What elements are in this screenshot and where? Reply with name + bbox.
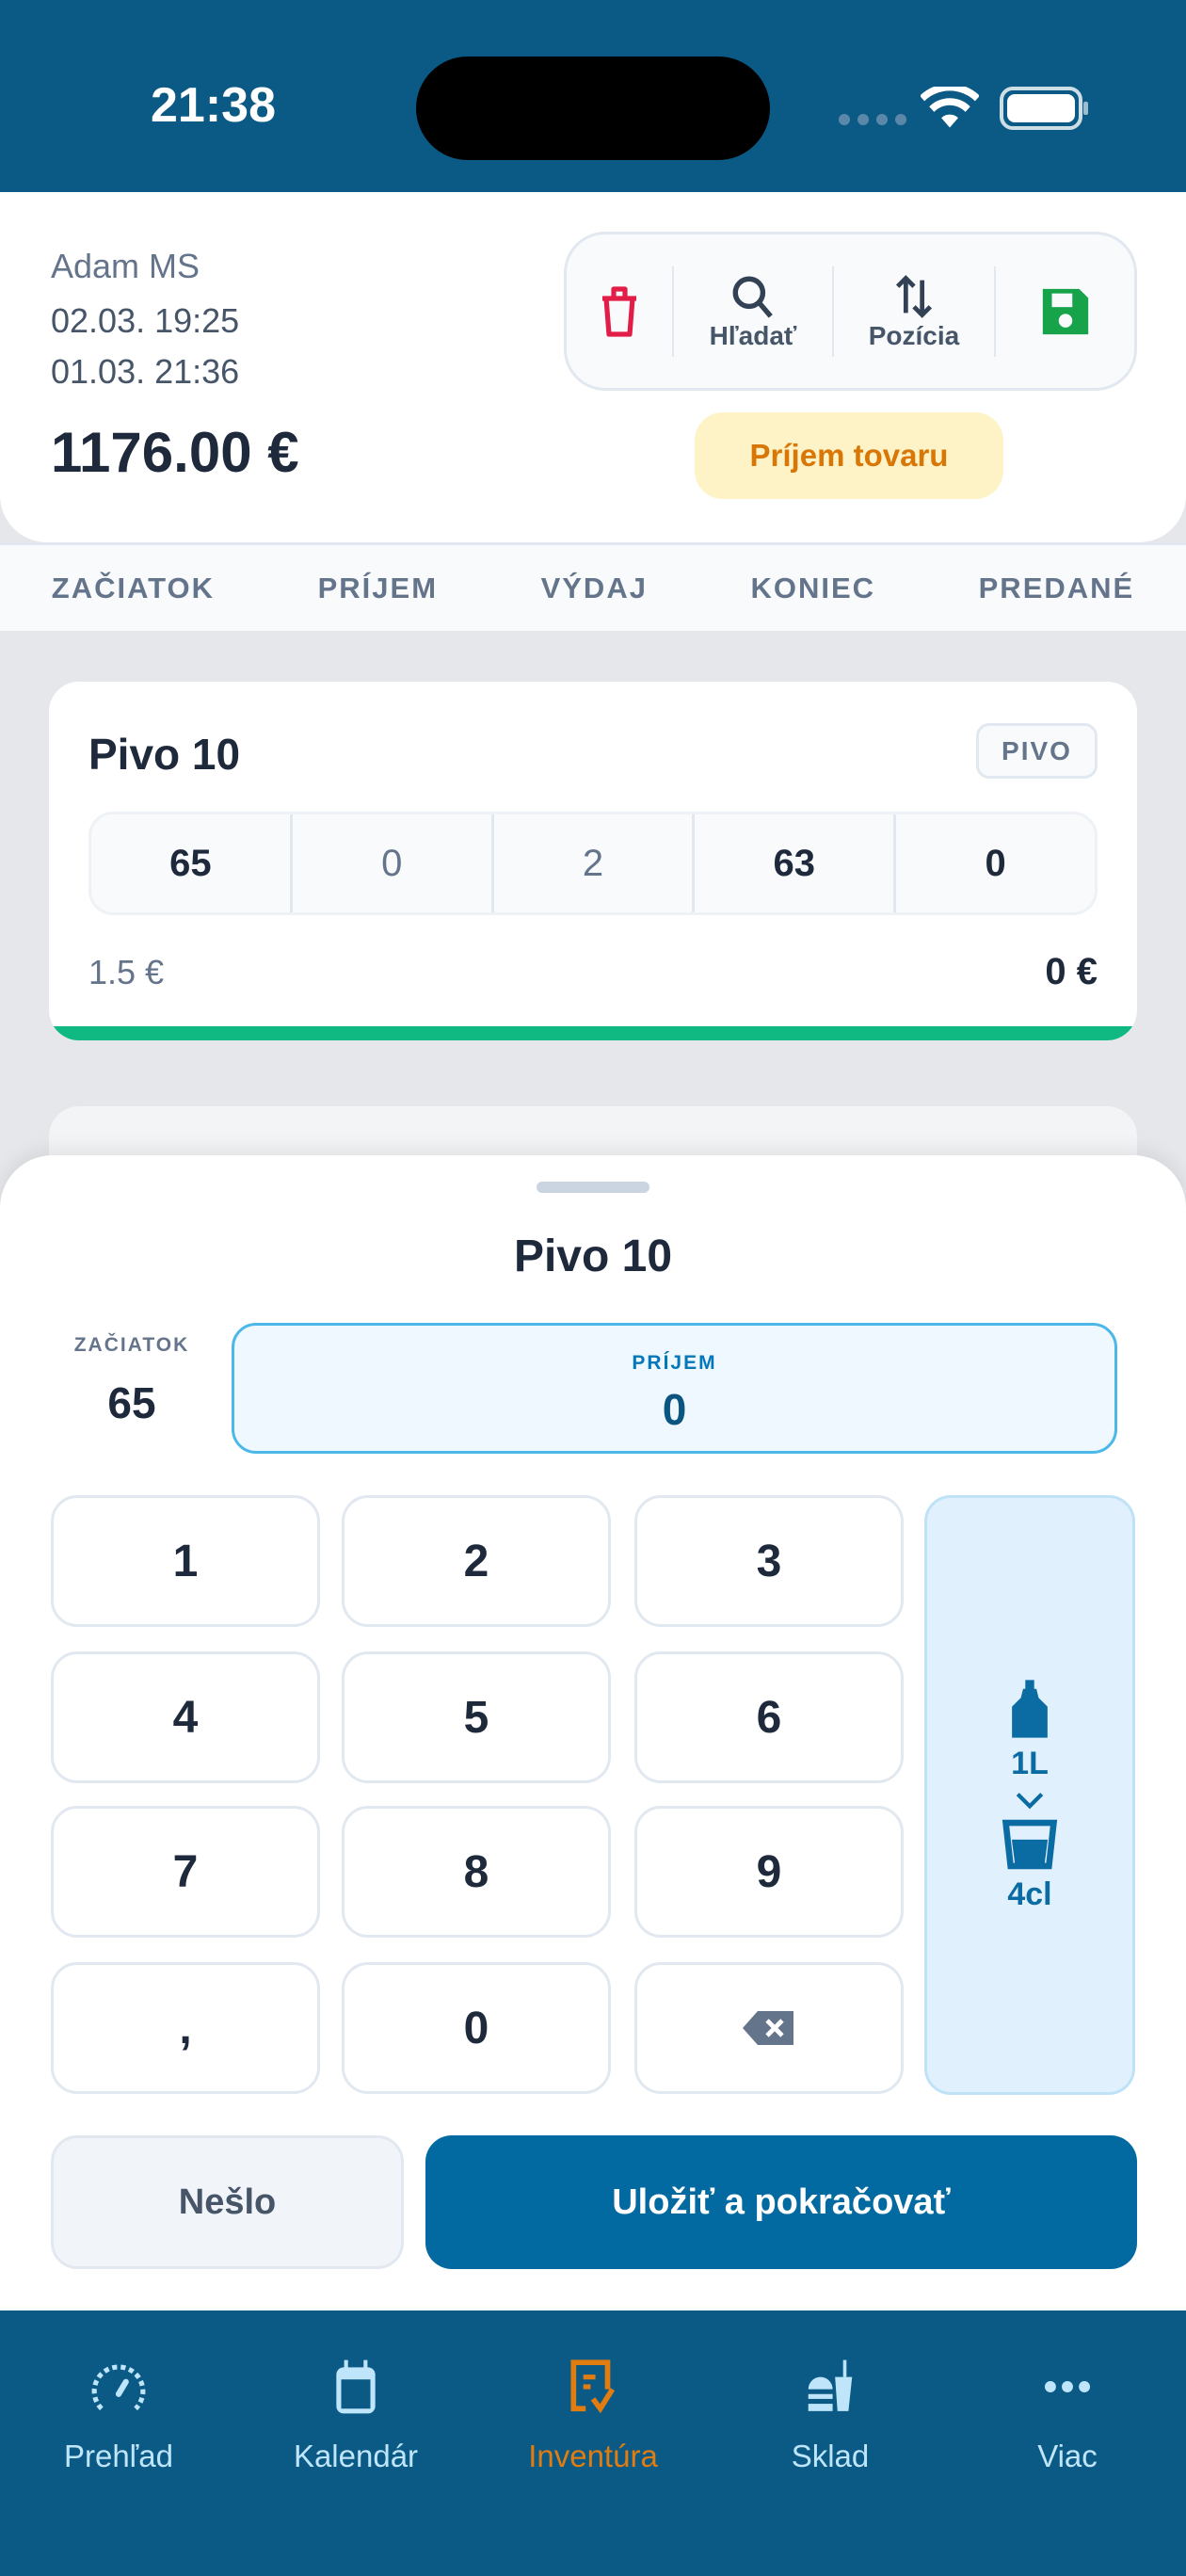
glass-icon [1002, 1819, 1058, 1869]
unit-from: 1L [1011, 1745, 1049, 1781]
sort-arrows-icon [895, 274, 933, 318]
value-issue[interactable]: 2 [494, 814, 696, 912]
nav-label: Prehľad [63, 2439, 174, 2473]
key-7[interactable]: 7 [51, 1806, 320, 1938]
dynamic-island [416, 56, 770, 160]
start-value: 65 [107, 1378, 156, 1427]
position-label: Pozícia [868, 320, 960, 350]
key-8[interactable]: 8 [342, 1806, 611, 1938]
key-6[interactable]: 6 [634, 1651, 904, 1783]
search-label: Hľadať [709, 320, 797, 350]
start-date: 01.03. 21:36 [51, 352, 240, 391]
key-comma[interactable]: , [51, 1962, 320, 2094]
receipt-input-label: PRÍJEM [632, 1352, 717, 1374]
backspace-icon [743, 2011, 793, 2045]
total-amount: 1176.00 € [51, 421, 299, 484]
calendar-icon [336, 2359, 376, 2414]
column-headers: ZAČIATOK PRÍJEM VÝDAJ KONIEC PREDANÉ [0, 542, 1186, 631]
sheet-title: Pivo 10 [513, 1232, 673, 1281]
nav-label: Inventúra [528, 2439, 658, 2473]
divider [994, 266, 996, 357]
skip-button[interactable]: Nešlo [51, 2135, 404, 2269]
key-9[interactable]: 9 [634, 1806, 904, 1938]
goods-receipt-button[interactable]: Príjem tovaru [695, 412, 1003, 499]
bottle-icon [1012, 1679, 1048, 1738]
column-issue: VÝDAJ [540, 571, 648, 604]
clock: 21:38 [151, 78, 276, 133]
nav-item-stock[interactable]: Sklad [712, 2310, 949, 2576]
nav-item-inventory[interactable]: Inventúra [474, 2310, 712, 2576]
key-2[interactable]: 2 [342, 1495, 611, 1627]
delete-button[interactable] [567, 234, 672, 388]
divider [832, 266, 834, 357]
battery-icon [1000, 87, 1088, 130]
entry-bottom-sheet: Pivo 10 ZAČIATOK 65 PRÍJEM 0 1 2 3 4 5 6… [0, 1155, 1186, 2323]
wifi-icon [921, 87, 979, 128]
key-4[interactable]: 4 [51, 1651, 320, 1783]
search-icon [732, 276, 773, 318]
item-values: 65 0 2 63 0 [88, 812, 1098, 915]
start-label: ZAČIATOK [73, 1334, 190, 1356]
nav-item-more[interactable]: Viac [949, 2310, 1186, 2576]
inventory-icon [570, 2359, 616, 2414]
key-0[interactable]: 0 [342, 1962, 611, 2094]
sheet-drag-handle[interactable] [537, 1182, 649, 1193]
receipt-input[interactable]: PRÍJEM 0 [232, 1323, 1117, 1454]
chevron-down-icon [1016, 1792, 1044, 1809]
unit-toggle-button[interactable]: 1L 4cl [924, 1495, 1135, 2095]
unit-price: 1.5 € [88, 953, 165, 991]
sold-total: 0 € [1045, 951, 1098, 992]
unit-to: 4cl [1007, 1876, 1052, 1912]
item-name: Pivo 10 [88, 730, 241, 779]
bottom-nav: Prehľad Kalendár Inventúra Sklad Viac [0, 2310, 1186, 2576]
trash-icon [602, 285, 636, 337]
user-name: Adam MS [51, 247, 200, 285]
column-start: ZAČIATOK [51, 571, 216, 604]
column-receipt: PRÍJEM [317, 571, 439, 604]
divider [672, 266, 674, 357]
nav-label: Kalendár [293, 2439, 419, 2473]
speedometer-icon [91, 2364, 146, 2411]
value-end[interactable]: 63 [695, 814, 897, 912]
nav-item-calendar[interactable]: Kalendár [237, 2310, 474, 2576]
save-and-continue-button[interactable]: Uložiť a pokračovať [425, 2135, 1137, 2269]
value-sold[interactable]: 0 [985, 842, 1006, 884]
value-receipt[interactable]: 0 [293, 814, 494, 912]
category-badge: PIVO [976, 723, 1098, 779]
item-card[interactable]: Pivo 10 PIVO 65 0 2 63 0 1.5 € 0 € [49, 682, 1137, 1040]
search-button[interactable]: Hľadať [674, 234, 832, 388]
status-bar: 21:38 [0, 0, 1186, 192]
progress-bar [49, 1026, 1137, 1040]
floppy-disk-icon [1042, 288, 1088, 334]
toolbar: Hľadať Pozícia [564, 232, 1137, 391]
receipt-input-value: 0 [662, 1385, 687, 1434]
save-icon-button[interactable] [996, 234, 1134, 388]
position-button[interactable]: Pozícia [834, 234, 994, 388]
nav-item-overview[interactable]: Prehľad [0, 2310, 237, 2576]
nav-label: Viac [1037, 2439, 1098, 2473]
signal-icon [839, 114, 906, 125]
food-drink-icon [808, 2359, 853, 2411]
nav-label: Sklad [791, 2439, 870, 2473]
column-end: KONIEC [750, 571, 876, 604]
key-5[interactable]: 5 [342, 1651, 611, 1783]
column-sold: PREDANÉ [978, 571, 1135, 604]
key-3[interactable]: 3 [634, 1495, 904, 1627]
more-icon [1044, 2381, 1091, 2392]
backspace-key[interactable] [634, 1962, 904, 2094]
key-1[interactable]: 1 [51, 1495, 320, 1627]
end-date: 02.03. 19:25 [51, 301, 240, 340]
value-start[interactable]: 65 [91, 814, 293, 912]
